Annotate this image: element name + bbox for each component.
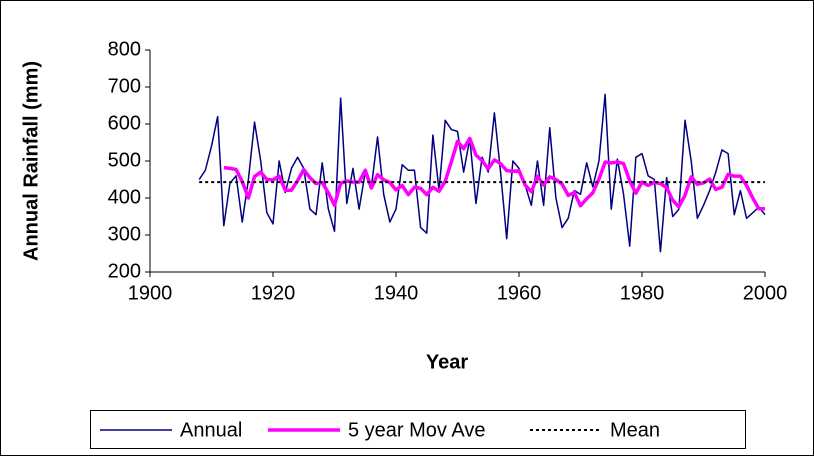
x-tick-label: 1920 [251,282,296,304]
x-tick-label: 1960 [497,282,542,304]
legend-label: Mean [610,419,660,441]
y-tick-label: 500 [108,149,141,171]
legend-label: 5 year Mov Ave [348,419,485,441]
legend-label: Annual [180,419,242,441]
x-axis-title: Year [426,351,468,373]
y-tick-label: 300 [108,223,141,245]
y-tick-label: 200 [108,260,141,282]
y-tick-label: 700 [108,75,141,97]
y-tick-label: 400 [108,186,141,208]
x-tick-label: 1980 [620,282,665,304]
y-tick-label: 800 [108,38,141,60]
legend-box [90,410,746,449]
x-tick-label: 1900 [128,282,173,304]
y-axis-title: Annual Rainfall (mm) [20,61,42,261]
x-tick-label: 2000 [743,282,788,304]
x-tick-label: 1940 [374,282,419,304]
series-line [198,93,766,253]
y-tick-label: 600 [108,112,141,134]
